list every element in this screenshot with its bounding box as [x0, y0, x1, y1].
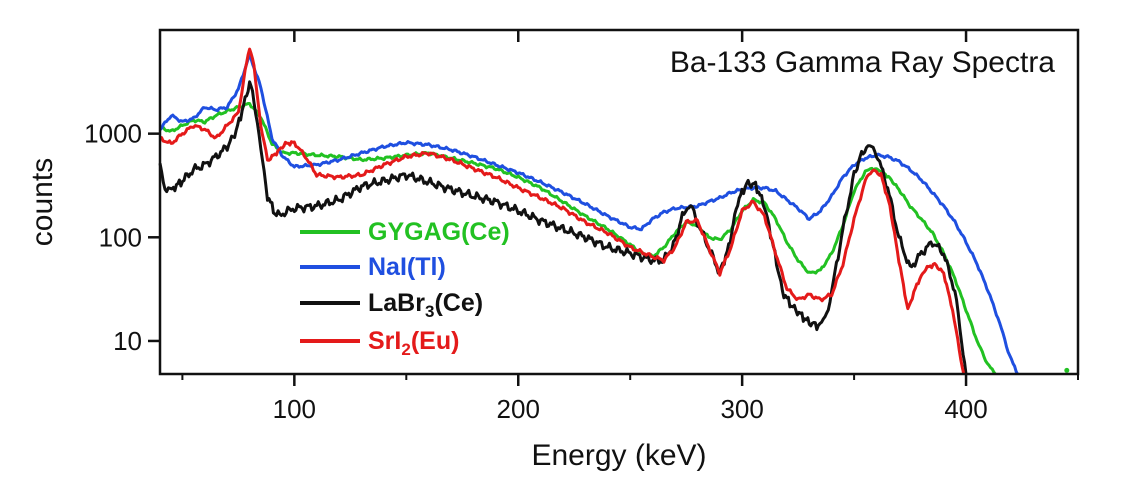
y-tick-label: 10	[113, 326, 142, 356]
stray-data-point	[1064, 367, 1070, 373]
series-line	[158, 80, 968, 375]
legend-label: LaBr3(Ce)	[368, 289, 483, 321]
legend-label-subscript: 3	[425, 302, 434, 321]
legend-label-tail: (Ce)	[434, 289, 483, 317]
series-layer	[158, 47, 1070, 375]
x-axis-title: Energy (keV)	[531, 439, 706, 472]
legend-label-main: SrI	[368, 327, 401, 355]
series-line	[159, 51, 1019, 375]
legend-label-tail: (Eu)	[411, 327, 460, 355]
x-tick-label: 300	[720, 394, 763, 424]
series-line	[159, 102, 997, 375]
legend-label: NaI(Tl)	[368, 253, 446, 281]
legend-label: GYGAG(Ce)	[368, 218, 510, 246]
series-line	[159, 47, 966, 375]
y-tick-label: 100	[99, 222, 142, 252]
plot-frame	[158, 28, 1080, 376]
x-tick-label: 100	[273, 394, 316, 424]
legend: GYGAG(Ce) NaI(Tl) LaBr3(Ce) SrI2(Eu)	[300, 218, 510, 359]
legend-label-main: LaBr	[368, 289, 425, 317]
tick-layer: 100 200 300 400 10 100 1000	[84, 30, 1079, 424]
x-tick-label: 200	[497, 394, 540, 424]
legend-label-main: GYGAG(Ce)	[368, 218, 510, 246]
y-tick-label: 1000	[84, 119, 142, 149]
chart-title: Ba-133 Gamma Ray Spectra	[670, 46, 1055, 79]
y-axis-title: counts	[26, 158, 59, 246]
legend-label: SrI2(Eu)	[368, 327, 459, 359]
x-tick-label: 400	[944, 394, 987, 424]
legend-label-subscript: 2	[401, 340, 410, 359]
legend-label-main: NaI(Tl)	[368, 253, 446, 281]
